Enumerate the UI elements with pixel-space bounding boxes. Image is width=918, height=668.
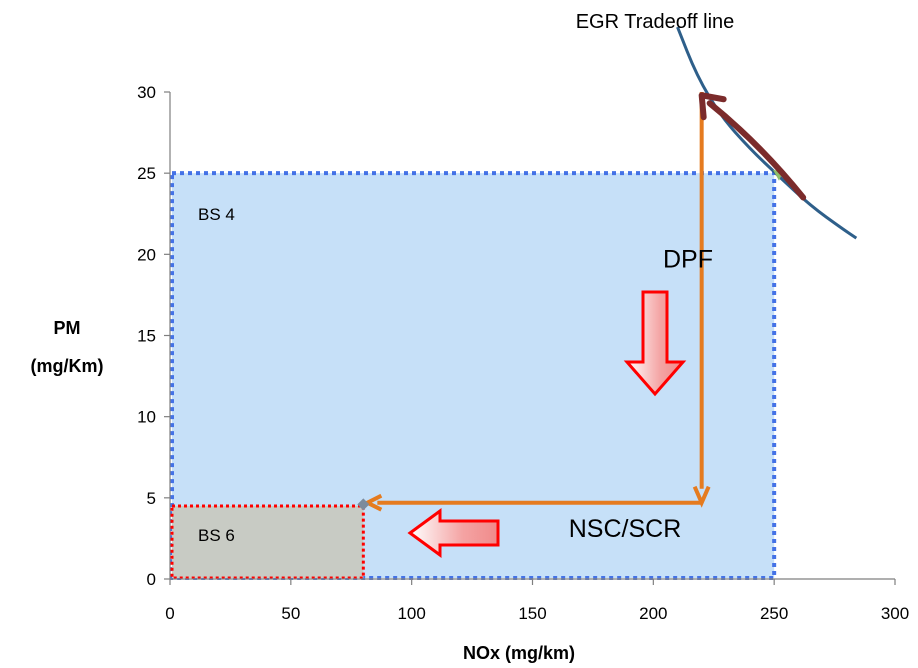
x-tick-label: 200 xyxy=(639,604,667,623)
nsc-scr-block-arrow xyxy=(407,508,500,558)
y-tick-label: 10 xyxy=(137,408,156,427)
annotation-nsc-scr: NSC/SCR xyxy=(569,515,682,543)
egr-tradeoff-curve xyxy=(676,26,858,240)
region-bs-6 xyxy=(170,504,365,580)
annotation-dpf: DPF xyxy=(663,245,713,273)
y-axis-title-line2: (mg/Km) xyxy=(31,356,104,376)
region-label: BS 4 xyxy=(198,205,235,224)
x-tick-label: 0 xyxy=(165,604,174,623)
x-axis-title: NOx (mg/km) xyxy=(463,643,575,663)
egr-direction-arrowhead xyxy=(698,92,727,121)
x-tick-label: 150 xyxy=(518,604,546,623)
y-tick-label: 20 xyxy=(137,245,156,264)
egr-tradeoff-label: EGR Tradeoff line xyxy=(576,11,735,33)
y-tick-label: 0 xyxy=(147,570,156,589)
egr-direction-arrow xyxy=(706,100,807,201)
x-tick-label: 100 xyxy=(397,604,425,623)
y-tick-label: 5 xyxy=(147,489,156,508)
x-tick-label: 50 xyxy=(281,604,300,623)
x-tick-label: 250 xyxy=(760,604,788,623)
y-axis-title-line1: PM xyxy=(54,318,81,338)
bs6-corner-marker xyxy=(357,498,370,511)
y-tick-label: 30 xyxy=(137,83,156,102)
y-tick-label: 25 xyxy=(137,164,156,183)
x-tick-label: 300 xyxy=(881,604,909,623)
region-label: BS 6 xyxy=(198,526,235,545)
dpf-block-arrow xyxy=(623,290,687,397)
y-tick-label: 15 xyxy=(137,327,156,346)
